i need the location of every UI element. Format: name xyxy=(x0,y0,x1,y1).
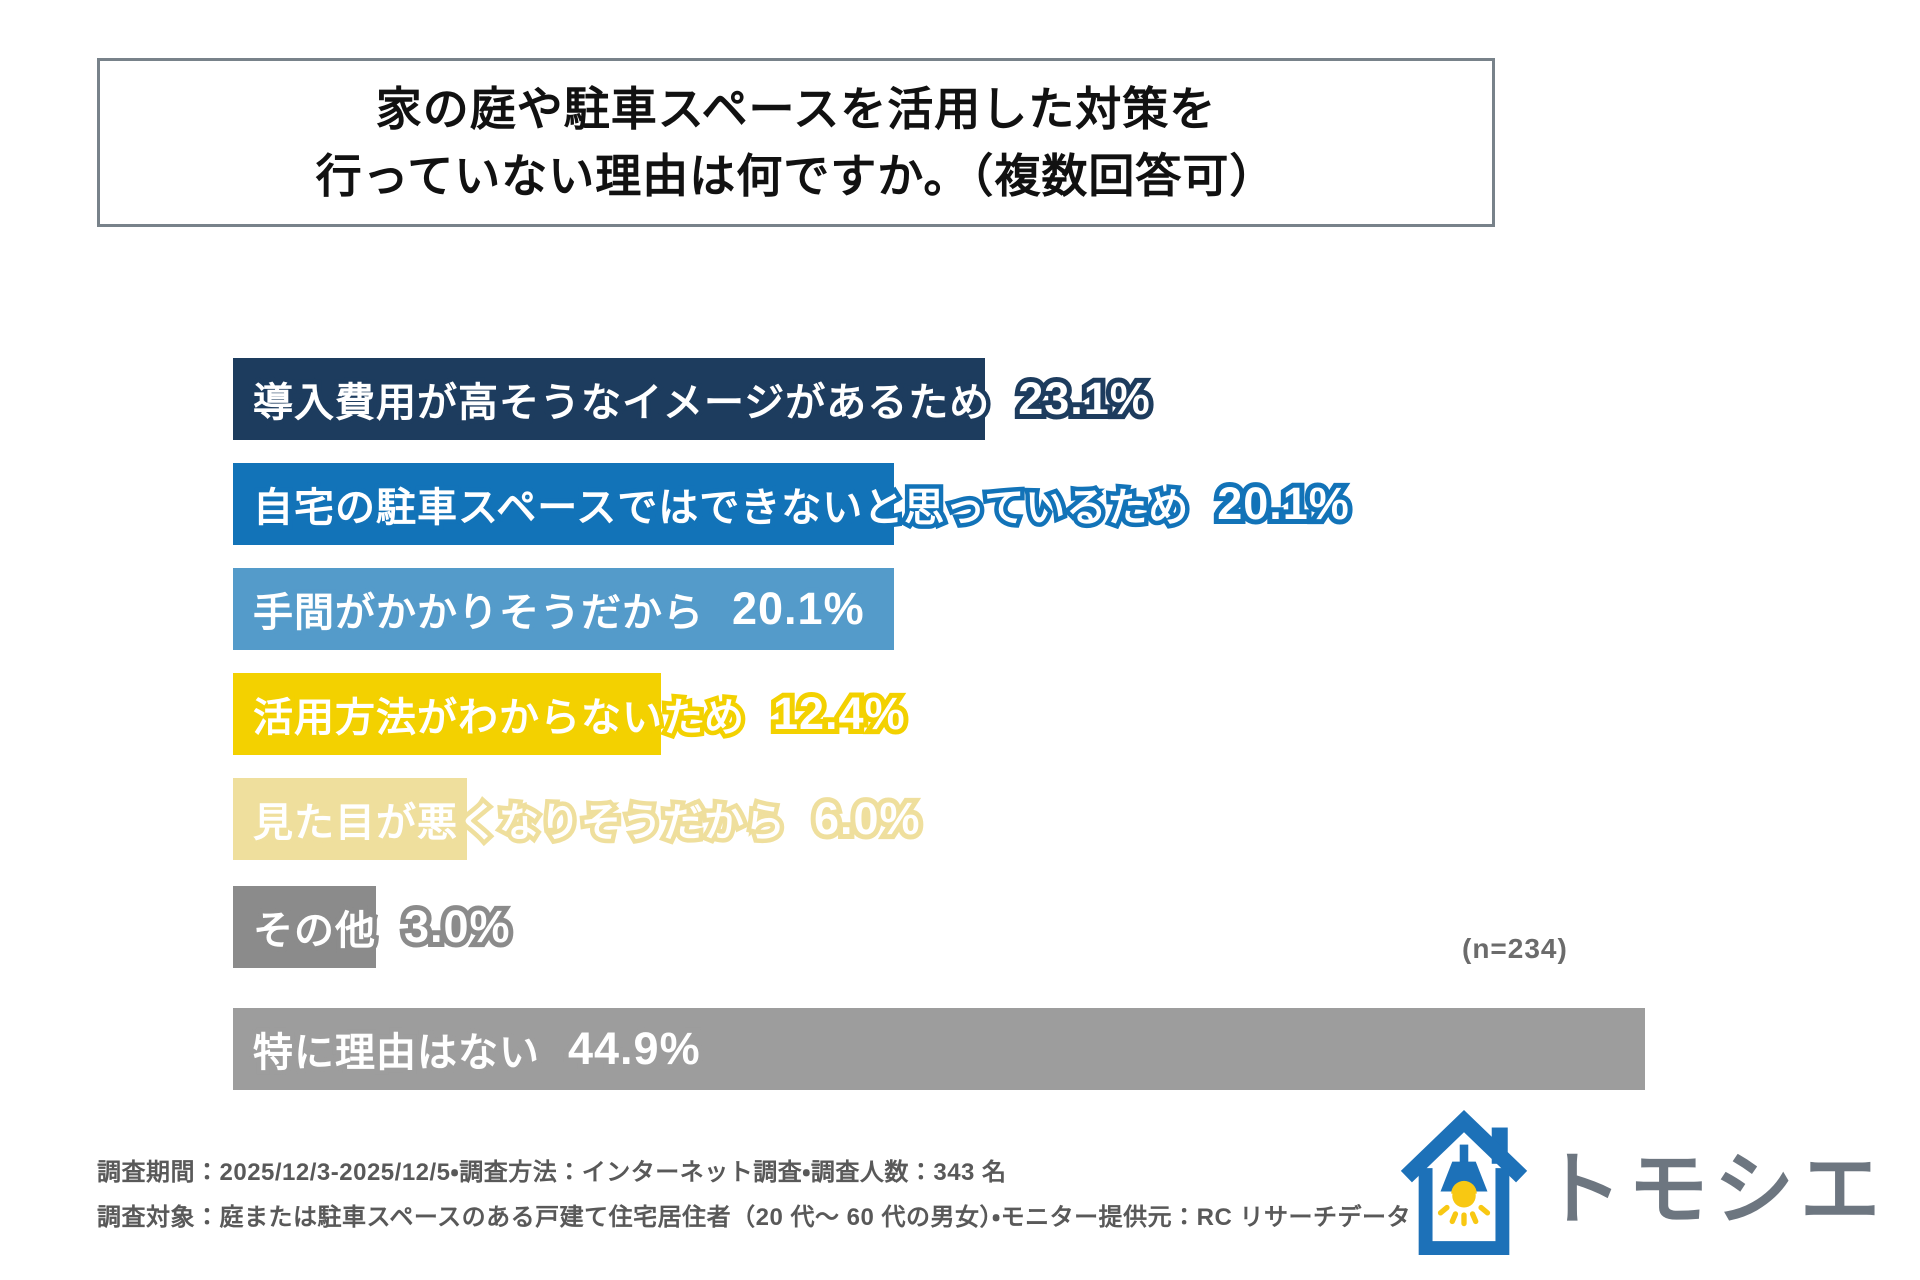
bar-row: 特に理由はない 44.9% xyxy=(233,1008,1920,1090)
title-line-2: 行っていない理由は何ですか。（複数回答可） xyxy=(315,149,1277,202)
title-line-1: 家の庭や駐車スペースを活用した対策を xyxy=(375,82,1217,135)
bar-value: 6.0% xyxy=(809,788,925,849)
bar xyxy=(233,886,376,968)
tomoshie-logo: トモシエ xyxy=(1400,1108,1886,1258)
bar-label: その他 xyxy=(249,905,380,958)
bar-value: 20.1% xyxy=(727,578,869,639)
bar xyxy=(233,463,894,545)
bar-label: 見た目が悪くなりそうだから xyxy=(249,797,790,850)
bar-value: 44.9% xyxy=(563,1018,705,1079)
bar-label: 活用方法がわからないため xyxy=(249,692,749,745)
survey-question-title-box: 家の庭や駐車スペースを活用した対策を 行っていない理由は何ですか。（複数回答可） xyxy=(97,58,1495,227)
footer-line-1: 調査期間：2025/12/3-2025/12/5・調査方法：インターネット調査・… xyxy=(97,1159,1007,1186)
bar-row: 手間がかかりそうだから 20.1% xyxy=(233,568,1920,650)
sample-size-note: (n=234) xyxy=(1462,933,1568,964)
bar-value: 20.1% xyxy=(1212,473,1354,534)
bar-row: 見た目が悪くなりそうだから 6.0% xyxy=(233,778,1920,860)
bar-label: 特に理由はない xyxy=(249,1027,544,1080)
logo-text: トモシエ xyxy=(1542,1145,1886,1234)
bar-label: 手間がかかりそうだから xyxy=(249,587,708,640)
bar-value: 12.4% xyxy=(768,683,910,744)
bar-label: 導入費用が高そうなイメージがあるため xyxy=(248,377,993,430)
bar xyxy=(233,358,985,440)
bar-row: 導入費用が高そうなイメージがあるため 23.1% xyxy=(233,358,1920,440)
bar xyxy=(233,778,467,860)
bar-row: 活用方法がわからないため 12.4% xyxy=(233,673,1920,755)
house-lamp-icon xyxy=(1400,1110,1528,1255)
footer-line-2: 調査対象：庭または駐車スペースのある戸建て住宅居住者（20 代～ 60 代の男女… xyxy=(97,1204,1412,1231)
bar xyxy=(233,568,894,650)
bar-row: その他 3.0% xyxy=(233,886,1920,968)
bar-value: 3.0% xyxy=(399,896,515,957)
bar xyxy=(233,673,661,755)
bar-label: 自宅の駐車スペースではできないと思っているため xyxy=(248,482,1192,535)
bar-value: 23.1% xyxy=(1013,368,1155,429)
survey-methodology-footer: 調査期間：2025/12/3-2025/12/5・調査方法：インターネット調査・… xyxy=(97,1150,1411,1240)
bar-row: 自宅の駐車スペースではできないと思っているため 20.1% xyxy=(233,463,1920,545)
bar xyxy=(233,1008,1645,1090)
